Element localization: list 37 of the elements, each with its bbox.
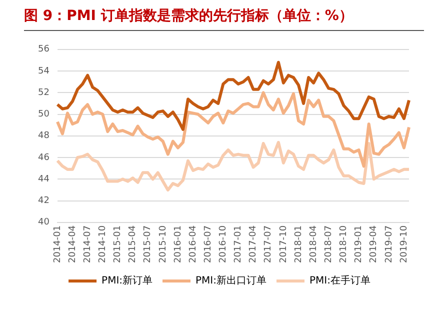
x-tick-label: 2018-07 <box>324 225 334 264</box>
x-tick-label: 2019-04 <box>369 225 380 264</box>
y-tick-label: 50 <box>38 110 50 120</box>
x-tick-label: 2017-01 <box>234 225 244 264</box>
x-tick-label: 2017-04 <box>248 225 259 264</box>
x-tick-label: 2018-01 <box>294 225 304 264</box>
y-tick-label: 46 <box>38 152 50 163</box>
y-tick-label: 52 <box>38 88 50 98</box>
x-tick-label: 2015-07 <box>143 225 154 264</box>
x-tick-label: 2019-10 <box>399 225 410 264</box>
x-tick-label: 2014-10 <box>98 225 108 264</box>
x-tick-label: 2016-04 <box>188 225 198 264</box>
x-tick-label: 2016-10 <box>218 225 229 264</box>
y-tick-label: 54 <box>38 66 50 76</box>
chart-title: 图 9：PMI 订单指数是需求的先行指标（单位：%） <box>24 6 424 31</box>
x-tick-label: 2015-10 <box>158 225 168 264</box>
y-tick-label: 40 <box>38 218 50 228</box>
x-tick-label: 2014-04 <box>68 225 78 264</box>
x-tick-label: 2015-01 <box>113 225 124 264</box>
legend-label: PMI:新出口订单 <box>196 274 266 287</box>
legend-label: PMI:在手订单 <box>309 274 370 287</box>
x-tick-label: 2016-01 <box>173 225 184 264</box>
y-tick-label: 44 <box>38 174 50 184</box>
x-tick-label: 2018-10 <box>339 225 350 264</box>
x-tick-label: 2017-10 <box>278 225 289 264</box>
legend-label: PMI:新订单 <box>102 274 153 287</box>
x-tick-label: 2016-07 <box>203 225 214 264</box>
y-tick-label: 42 <box>38 196 50 206</box>
y-tick-label: 48 <box>38 131 50 142</box>
x-tick-label: 2019-01 <box>354 225 364 264</box>
x-tick-label: 2017-07 <box>264 225 274 264</box>
y-tick-label: 56 <box>38 44 50 55</box>
x-tick-label: 2015-04 <box>128 225 138 264</box>
x-tick-label: 2019-07 <box>384 225 394 264</box>
x-tick-label: 2018-04 <box>308 225 319 264</box>
x-tick-label: 2014-07 <box>82 225 93 264</box>
x-tick-label: 2014-01 <box>52 225 63 264</box>
